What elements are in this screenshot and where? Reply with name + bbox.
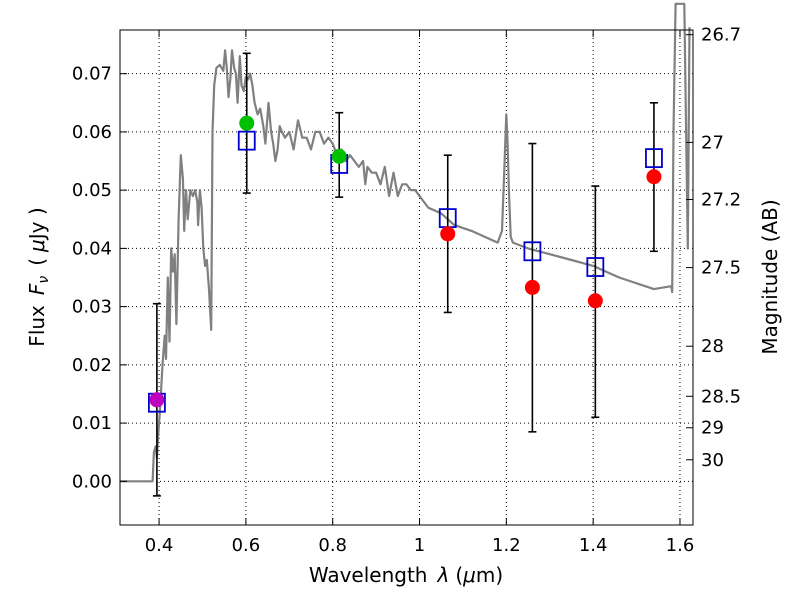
x-tick-label: 1 bbox=[414, 535, 425, 556]
y-tick-label: 0.06 bbox=[72, 122, 112, 143]
errorbar-layer bbox=[152, 52, 658, 497]
x-axis-label-text: Wavelength bbox=[309, 563, 428, 587]
x-axis-label-unit-mu: μ bbox=[462, 563, 476, 587]
point-layer bbox=[149, 115, 662, 408]
observed-flux-point bbox=[524, 279, 540, 295]
observed-flux-point bbox=[149, 392, 165, 408]
model-photometry-square bbox=[586, 257, 605, 277]
magnitude-tick-label: 30 bbox=[701, 450, 724, 471]
observed-flux-point bbox=[646, 169, 662, 185]
y-axis-label-unit-open: ( bbox=[25, 258, 49, 266]
x-tick-label: 1.6 bbox=[666, 535, 695, 556]
x-tick-label: 0.8 bbox=[318, 535, 347, 556]
plot-frame bbox=[119, 29, 694, 526]
observed-flux-point bbox=[587, 293, 603, 309]
x-axis-label-unit-rest: m) bbox=[476, 563, 503, 587]
model-photometry-square bbox=[645, 148, 663, 169]
model-spectrum-line bbox=[120, 2, 691, 483]
x-axis-label-unit-open: ( bbox=[455, 563, 463, 587]
model-photometry-square bbox=[237, 130, 256, 151]
magnitude-tick-label: 26.7 bbox=[701, 25, 741, 46]
magnitude-tick-label: 27 bbox=[701, 132, 724, 153]
magnitude-tick-label: 27.5 bbox=[701, 258, 741, 279]
y-axis-label: Flux Fν ( μJy ) bbox=[25, 207, 52, 346]
y-axis-label-sub: ν bbox=[36, 276, 52, 284]
y-tick-label: 0.01 bbox=[72, 413, 112, 434]
magnitude-tick-label: 29 bbox=[701, 418, 724, 439]
observed-flux-point bbox=[239, 115, 255, 131]
square-layer bbox=[147, 130, 663, 413]
y-axis-label-unit-mu: μ bbox=[25, 239, 49, 253]
y-axis-label-symbol: F bbox=[25, 283, 49, 295]
y-tick-label: 0.04 bbox=[72, 238, 112, 259]
observed-flux-point bbox=[440, 226, 456, 242]
y-tick-label: 0.02 bbox=[72, 355, 112, 376]
magnitude-tick-label: 28.5 bbox=[701, 386, 741, 407]
x-tick-label: 0.6 bbox=[232, 535, 261, 556]
y-tick-label: 0.05 bbox=[72, 180, 112, 201]
x-axis-label-symbol: λ bbox=[436, 563, 449, 587]
x-tick-label: 0.4 bbox=[145, 535, 174, 556]
grid-layer bbox=[120, 30, 693, 525]
tick-layer: 0.4 0.6 0.8 1 1.2 1.4 1.6 0.00 0.01 0.02 0.03 0.04 0… bbox=[72, 25, 741, 556]
model-photometry-square bbox=[523, 241, 542, 262]
y-axis-label-unit-rest: Jy ) bbox=[25, 207, 49, 241]
x-tick-label: 1.2 bbox=[492, 535, 521, 556]
spectrum-layer bbox=[120, 2, 691, 483]
magnitude-tick-label: 27.2 bbox=[701, 189, 741, 210]
x-tick-label: 1.4 bbox=[579, 535, 608, 556]
observed-flux-point bbox=[331, 148, 347, 164]
y-tick-label: 0.07 bbox=[72, 64, 112, 85]
x-axis-label: Wavelength λ (μm) bbox=[309, 563, 503, 587]
y-tick-label: 0.03 bbox=[72, 297, 112, 318]
y-tick-label: 0.00 bbox=[72, 471, 112, 492]
magnitude-tick-label: 28 bbox=[701, 336, 724, 357]
y-axis-label-text: Flux bbox=[25, 305, 49, 347]
secondary-y-axis-label: Magnitude (AB) bbox=[758, 199, 782, 354]
